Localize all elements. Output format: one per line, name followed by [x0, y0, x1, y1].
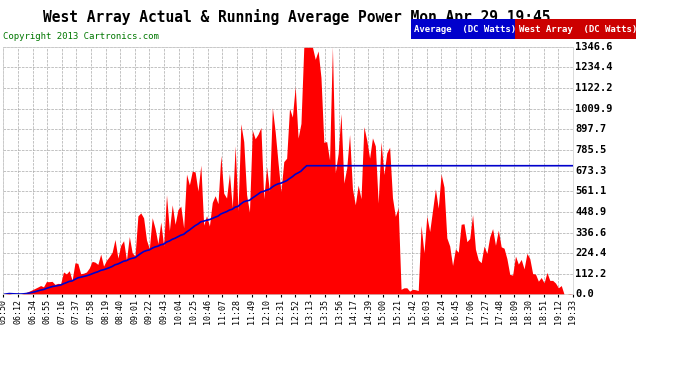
Text: 561.1: 561.1: [575, 186, 607, 196]
Text: 897.7: 897.7: [575, 124, 607, 134]
Text: 785.5: 785.5: [575, 145, 607, 155]
Text: 224.4: 224.4: [575, 248, 607, 258]
Text: 112.2: 112.2: [575, 269, 607, 279]
Text: Copyright 2013 Cartronics.com: Copyright 2013 Cartronics.com: [3, 32, 159, 41]
Text: 448.9: 448.9: [575, 207, 607, 217]
Text: 673.3: 673.3: [575, 166, 607, 176]
Text: 1346.6: 1346.6: [575, 42, 613, 52]
Text: West Array Actual & Running Average Power Mon Apr 29 19:45: West Array Actual & Running Average Powe…: [43, 9, 551, 26]
Text: 1234.4: 1234.4: [575, 63, 613, 72]
Text: 1009.9: 1009.9: [575, 104, 613, 114]
Text: 0.0: 0.0: [575, 290, 594, 299]
Text: Average  (DC Watts): Average (DC Watts): [414, 25, 516, 34]
Text: West Array  (DC Watts): West Array (DC Watts): [519, 25, 637, 34]
Text: 336.6: 336.6: [575, 228, 607, 237]
Text: 1122.2: 1122.2: [575, 83, 613, 93]
